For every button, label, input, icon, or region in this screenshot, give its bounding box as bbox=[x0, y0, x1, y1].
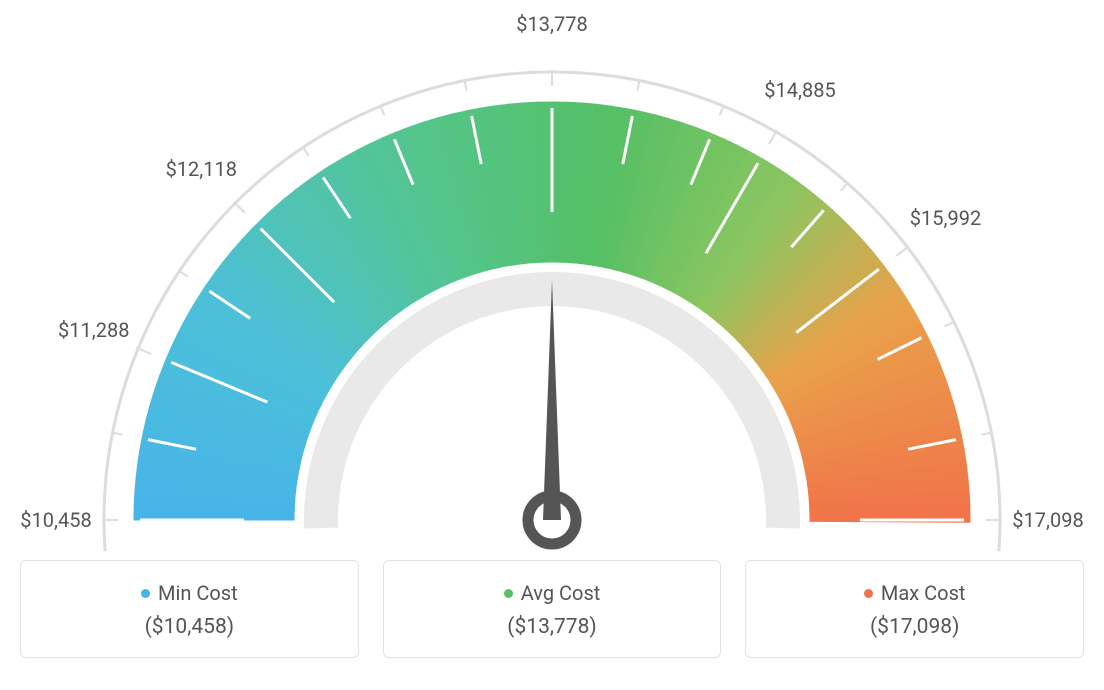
avg-cost-title-row: Avg Cost bbox=[394, 581, 711, 605]
gauge-tick-label: $10,458 bbox=[20, 508, 91, 532]
gauge-tick-label: $11,288 bbox=[58, 318, 129, 342]
min-dot-icon bbox=[141, 589, 150, 598]
max-cost-title-row: Max Cost bbox=[756, 581, 1073, 605]
min-cost-title-row: Min Cost bbox=[31, 581, 348, 605]
min-cost-title: Min Cost bbox=[158, 581, 238, 605]
gauge-chart: $10,458 $11,288 $12,118 $13,778 $14,885 $15,9… bbox=[0, 0, 1104, 560]
avg-cost-value: ($13,778) bbox=[394, 615, 711, 639]
max-dot-icon bbox=[864, 589, 873, 598]
summary-cards: Min Cost ($10,458) Avg Cost ($13,778) Ma… bbox=[0, 560, 1104, 678]
avg-cost-title: Avg Cost bbox=[521, 581, 601, 605]
max-cost-value: ($17,098) bbox=[756, 615, 1073, 639]
gauge-tick-label: $12,118 bbox=[166, 157, 237, 181]
avg-cost-card: Avg Cost ($13,778) bbox=[383, 560, 722, 658]
gauge-svg bbox=[0, 0, 1104, 560]
gauge-tick-label: $14,885 bbox=[764, 78, 835, 102]
gauge-tick-label: $15,992 bbox=[910, 206, 981, 230]
max-cost-title: Max Cost bbox=[881, 581, 966, 605]
gauge-tick-label: $17,098 bbox=[1012, 508, 1083, 532]
gauge-tick-label: $13,778 bbox=[516, 12, 587, 36]
avg-dot-icon bbox=[504, 589, 513, 598]
max-cost-card: Max Cost ($17,098) bbox=[745, 560, 1084, 658]
min-cost-value: ($10,458) bbox=[31, 615, 348, 639]
min-cost-card: Min Cost ($10,458) bbox=[20, 560, 359, 658]
